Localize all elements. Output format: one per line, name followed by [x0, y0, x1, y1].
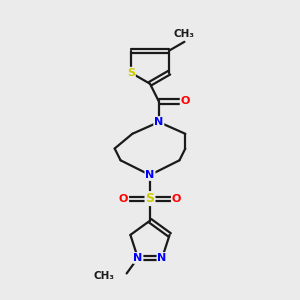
Text: CH₃: CH₃ — [94, 272, 115, 281]
Text: O: O — [172, 194, 181, 204]
Text: S: S — [127, 68, 135, 78]
Text: S: S — [146, 192, 154, 205]
Text: N: N — [146, 170, 154, 180]
Text: O: O — [181, 96, 190, 106]
Text: O: O — [119, 194, 128, 204]
Text: CH₃: CH₃ — [174, 29, 195, 39]
Text: N: N — [154, 117, 164, 127]
Text: N: N — [158, 253, 167, 263]
Text: N: N — [133, 253, 142, 263]
